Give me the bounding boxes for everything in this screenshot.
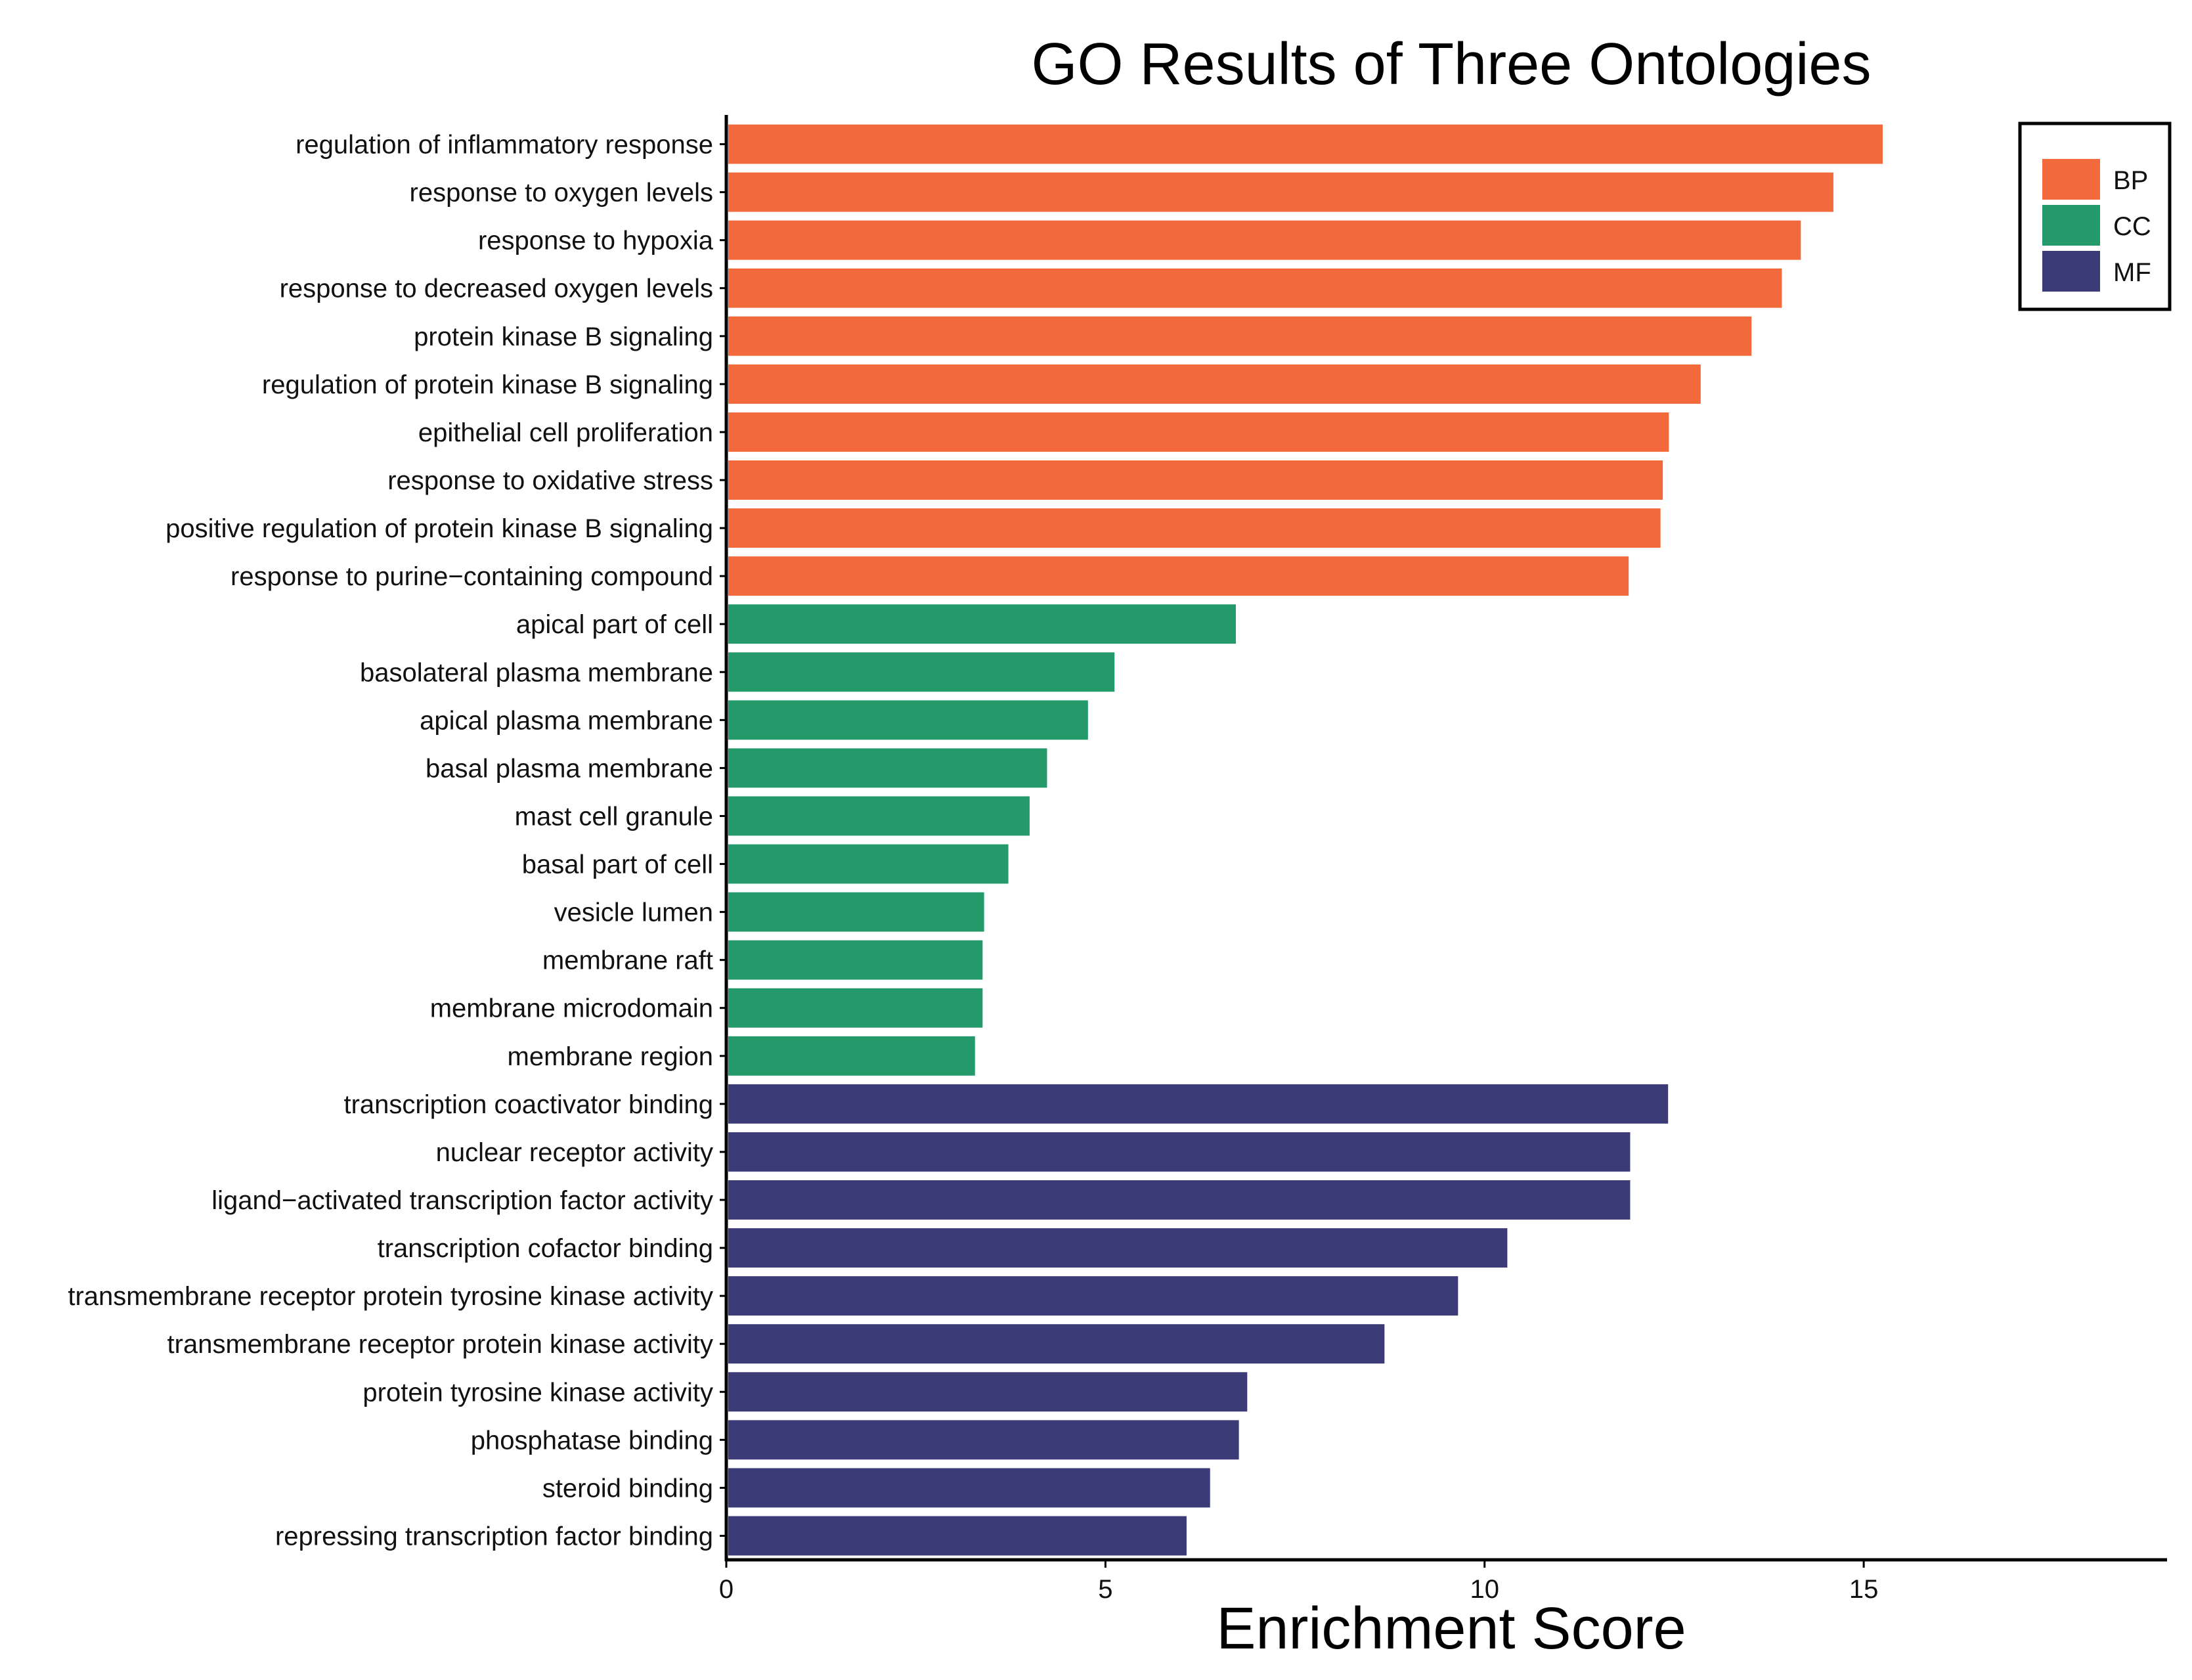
bar-bp xyxy=(728,124,1883,164)
bar-cc xyxy=(728,892,984,932)
bar-bp xyxy=(728,316,1752,356)
category-label: repressing transcription factor binding xyxy=(275,1522,713,1551)
bar-bp xyxy=(728,364,1701,404)
bars-group xyxy=(728,124,1883,1556)
category-label: protein kinase B signaling xyxy=(414,322,713,351)
bar-bp xyxy=(728,460,1663,500)
x-tick-label: 15 xyxy=(1849,1575,1879,1604)
category-label: positive regulation of protein kinase B … xyxy=(165,514,713,543)
category-label: steroid binding xyxy=(542,1474,713,1503)
category-label: response to decreased oxygen levels xyxy=(280,275,713,303)
bar-cc xyxy=(728,700,1088,740)
bar-cc xyxy=(728,1036,975,1076)
category-label: transcription coactivator binding xyxy=(343,1090,713,1119)
category-label: membrane microdomain xyxy=(430,994,713,1023)
bar-bp xyxy=(728,172,1833,212)
bar-bp xyxy=(728,556,1629,596)
category-label: membrane raft xyxy=(542,946,713,975)
category-label: response to hypoxia xyxy=(478,227,714,255)
bar-mf xyxy=(728,1420,1239,1460)
x-ticks-group: 0 5 10 15 xyxy=(719,1560,1878,1604)
legend-label-bp: BP xyxy=(2113,166,2148,195)
category-label: basal plasma membrane xyxy=(426,754,713,783)
x-tick-label: 0 xyxy=(719,1575,734,1604)
category-label: transmembrane receptor protein tyrosine … xyxy=(68,1282,713,1311)
x-tick-label: 10 xyxy=(1470,1575,1499,1604)
category-label: basolateral plasma membrane xyxy=(360,658,713,687)
legend-swatch-bp xyxy=(2042,159,2100,200)
bar-cc xyxy=(728,748,1047,788)
bar-mf xyxy=(728,1132,1631,1172)
bar-mf xyxy=(728,1084,1669,1124)
category-label: protein tyrosine kinase activity xyxy=(362,1378,713,1407)
category-label: transmembrane receptor protein kinase ac… xyxy=(167,1330,713,1359)
category-label: nuclear receptor activity xyxy=(436,1138,713,1167)
category-label: membrane region xyxy=(508,1042,714,1071)
legend-label-mf: MF xyxy=(2113,258,2151,287)
x-axis-title: Enrichment Score xyxy=(1216,1596,1686,1662)
bar-mf xyxy=(728,1372,1248,1412)
category-label: response to purine−containing compound xyxy=(230,562,713,591)
category-label: response to oxidative stress xyxy=(387,466,713,495)
category-label: regulation of inflammatory response xyxy=(296,131,713,160)
bar-cc xyxy=(728,796,1030,836)
category-label: basal part of cell xyxy=(522,851,713,879)
x-tick-label: 5 xyxy=(1098,1575,1112,1604)
legend-label-cc: CC xyxy=(2113,212,2151,241)
category-label: apical part of cell xyxy=(516,610,713,639)
category-label: epithelial cell proliferation xyxy=(418,418,713,447)
bar-mf xyxy=(728,1276,1458,1316)
bar-bp xyxy=(728,220,1801,260)
bar-bp xyxy=(728,412,1669,452)
bar-mf xyxy=(728,1516,1187,1556)
bar-mf xyxy=(728,1228,1508,1268)
bar-cc xyxy=(728,844,1009,884)
legend: BP CC MF xyxy=(2018,122,2172,311)
category-label: apical plasma membrane xyxy=(420,706,713,735)
bar-mf xyxy=(728,1180,1631,1220)
bar-bp xyxy=(728,268,1782,308)
category-label: response to oxygen levels xyxy=(410,179,714,208)
bar-mf xyxy=(728,1468,1210,1508)
chart-title: GO Results of Three Ontologies xyxy=(1032,32,1872,97)
bar-cc xyxy=(728,604,1236,644)
category-label: transcription cofactor binding xyxy=(378,1234,713,1263)
category-label: mast cell granule xyxy=(515,802,713,831)
category-label: ligand−activated transcription factor ac… xyxy=(211,1186,713,1215)
bar-cc xyxy=(728,988,983,1028)
category-labels-group: regulation of inflammatory response respo… xyxy=(68,131,726,1551)
bar-cc xyxy=(728,940,983,980)
category-label: vesicle lumen xyxy=(554,898,713,927)
category-label: regulation of protein kinase B signaling xyxy=(262,370,713,399)
category-label: phosphatase binding xyxy=(471,1426,713,1455)
legend-swatch-cc xyxy=(2042,205,2100,246)
bar-bp xyxy=(728,508,1661,548)
legend-swatch-mf xyxy=(2042,251,2100,292)
bar-mf xyxy=(728,1324,1385,1364)
bar-cc xyxy=(728,652,1115,692)
